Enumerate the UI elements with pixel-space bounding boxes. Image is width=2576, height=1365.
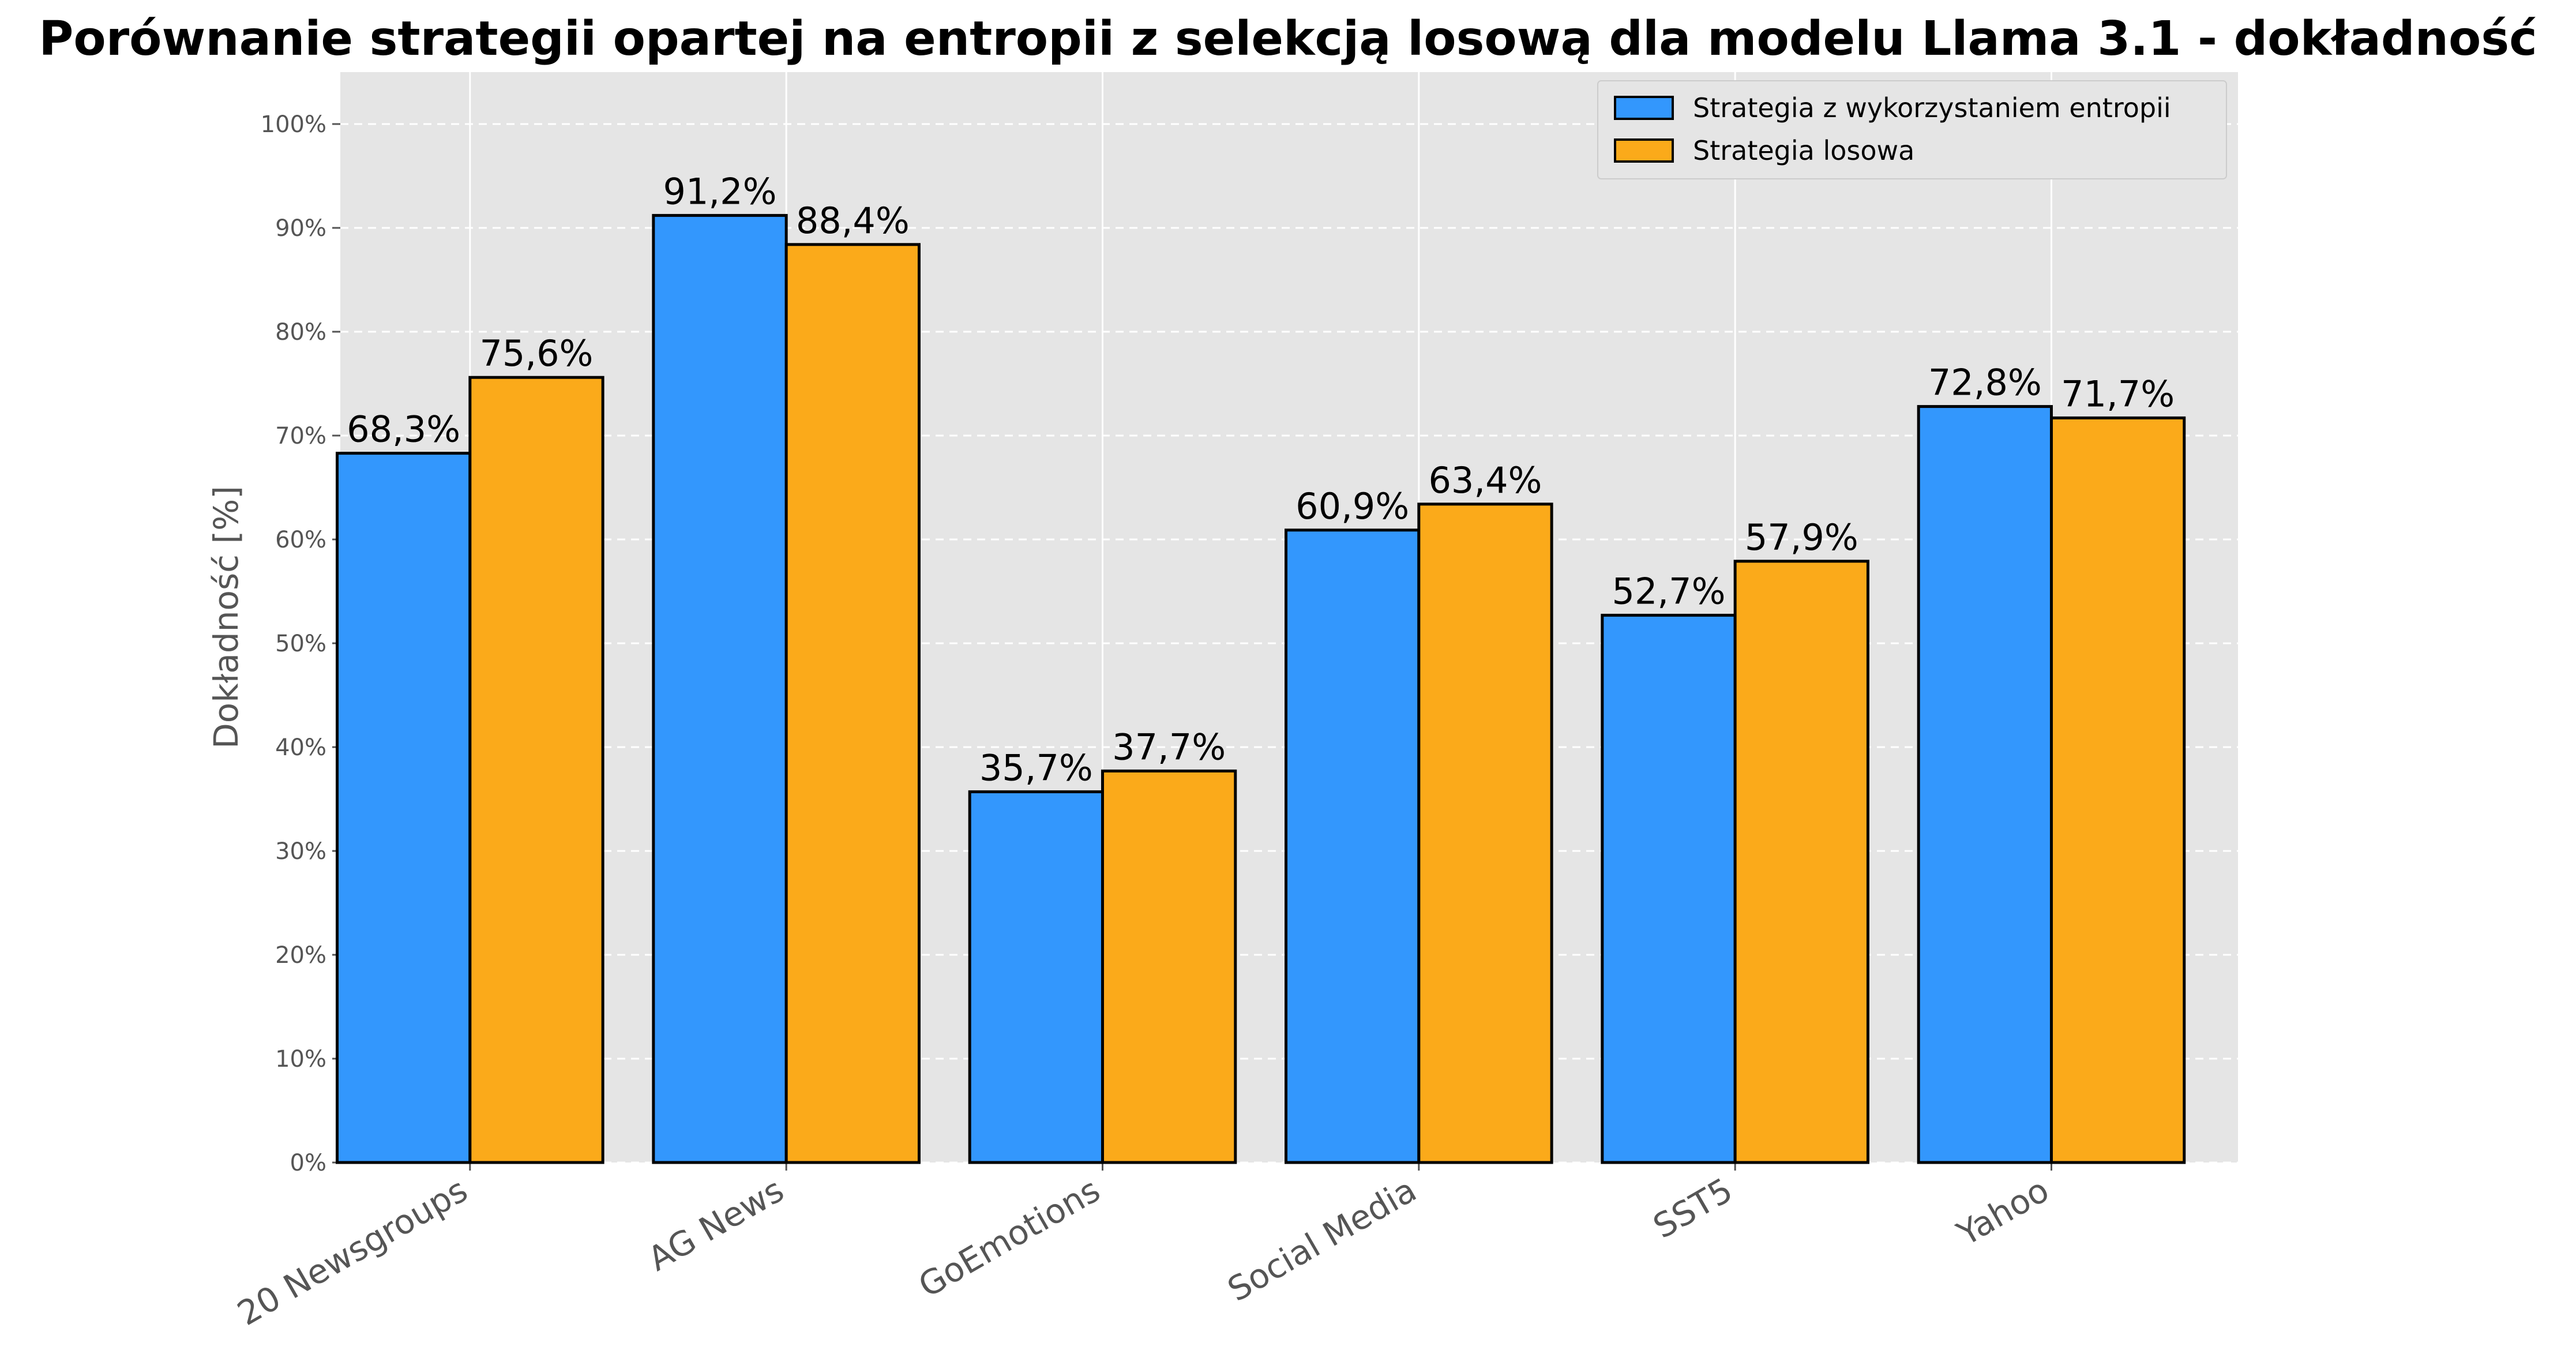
legend-label-random: Strategia losowa bbox=[1693, 135, 1914, 166]
y-tick-label: 50% bbox=[275, 631, 326, 657]
data-label: 75,6% bbox=[479, 332, 593, 374]
data-label: 37,7% bbox=[1112, 726, 1226, 768]
data-label: 60,9% bbox=[1295, 485, 1409, 527]
data-label: 63,4% bbox=[1428, 459, 1542, 501]
y-tick-label: 10% bbox=[275, 1046, 326, 1072]
bar bbox=[968, 790, 1104, 1164]
y-tick-label: 90% bbox=[275, 215, 326, 242]
data-label: 57,9% bbox=[1745, 516, 1858, 558]
legend-label-entropy: Strategia z wykorzystaniem entropii bbox=[1693, 92, 2171, 123]
bar bbox=[1285, 528, 1421, 1164]
bar bbox=[1417, 502, 1553, 1164]
data-label: 88,4% bbox=[796, 200, 910, 242]
bar bbox=[468, 376, 604, 1164]
bar bbox=[1917, 405, 2053, 1164]
legend: Strategia z wykorzystaniem entropii Stra… bbox=[1597, 80, 2227, 179]
y-tick-label: 100% bbox=[261, 111, 326, 138]
bar bbox=[1101, 769, 1237, 1164]
legend-swatch-random bbox=[1614, 138, 1674, 163]
x-axis: 20 Newsgroups AG News GoEmotions Social Med… bbox=[231, 1162, 2055, 1333]
y-tick-label: 20% bbox=[275, 942, 326, 969]
bars bbox=[336, 213, 2186, 1164]
bar bbox=[2049, 416, 2186, 1164]
y-tick-label: 70% bbox=[275, 423, 326, 449]
data-label: 35,7% bbox=[979, 747, 1093, 789]
data-label: 52,7% bbox=[1612, 570, 1726, 612]
y-tick-label: 40% bbox=[275, 734, 326, 761]
x-tick-label: GoEmotions bbox=[912, 1170, 1106, 1305]
bar bbox=[652, 213, 788, 1164]
data-label: 71,7% bbox=[2061, 373, 2175, 415]
x-tick-label: SST5 bbox=[1647, 1170, 1739, 1246]
data-labels: 68,3% 91,2% 35,7% 60,9% 52,7% 72,8% 75,6% 88,4%… bbox=[347, 170, 2175, 789]
data-label: 91,2% bbox=[663, 170, 777, 212]
data-label: 68,3% bbox=[347, 408, 460, 451]
y-axis-label: Dokładność [%] bbox=[206, 486, 246, 749]
y-tick-label: 60% bbox=[275, 527, 326, 553]
legend-swatch-entropy bbox=[1614, 96, 1674, 120]
bar bbox=[336, 452, 472, 1164]
y-tick-label: 30% bbox=[275, 838, 326, 865]
bar bbox=[1733, 560, 1869, 1164]
x-tick-label: Yahoo bbox=[1950, 1170, 2056, 1254]
bar bbox=[1601, 613, 1737, 1164]
y-axis: 0% 10% 20% 30% 40% 50% 60% 70% 80% 90% 100% bbox=[261, 111, 340, 1176]
data-label: 72,8% bbox=[1928, 362, 2042, 404]
legend-box bbox=[1597, 80, 2227, 179]
chart-title: Porównanie strategii opartej na entropii… bbox=[39, 12, 2537, 66]
x-tick-label: AG News bbox=[641, 1170, 790, 1278]
x-tick-label: 20 Newsgroups bbox=[231, 1170, 474, 1333]
y-tick-label: 0% bbox=[290, 1150, 326, 1176]
bar bbox=[784, 243, 921, 1164]
y-tick-label: 80% bbox=[275, 319, 326, 346]
x-tick-label: Social Media bbox=[1221, 1170, 1423, 1309]
